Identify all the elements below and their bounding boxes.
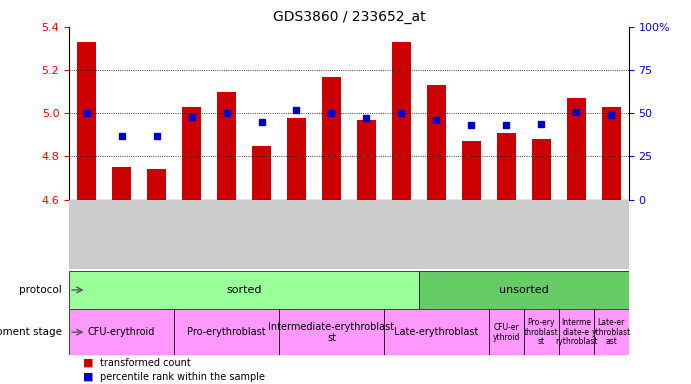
Bar [322, 76, 341, 200]
Bar [489, 309, 524, 355]
Bar [174, 309, 279, 355]
Bar [77, 42, 96, 200]
Bar [69, 309, 174, 355]
Bar [217, 92, 236, 200]
Text: percentile rank within the sample: percentile rank within the sample [100, 372, 265, 382]
Text: Late-er
ythroblast
ast: Late-er ythroblast ast [591, 318, 631, 346]
Bar [69, 271, 419, 309]
Bar [419, 271, 629, 309]
Text: Pro-ery
throblast
st: Pro-ery throblast st [524, 318, 559, 346]
Text: sorted: sorted [226, 285, 262, 295]
Text: CFU-erythroid: CFU-erythroid [88, 327, 155, 337]
Text: unsorted: unsorted [499, 285, 549, 295]
Bar [392, 42, 411, 200]
Bar [252, 146, 271, 200]
Text: Intermediate-erythroblast
st: Intermediate-erythroblast st [268, 322, 395, 343]
Text: protocol: protocol [19, 285, 62, 295]
Bar [384, 309, 489, 355]
Text: Late-erythroblast: Late-erythroblast [395, 327, 479, 337]
Bar [567, 98, 586, 200]
Bar [532, 139, 551, 200]
Text: ■: ■ [83, 372, 93, 382]
Bar [147, 169, 166, 200]
Bar [427, 85, 446, 200]
Bar [524, 309, 559, 355]
Bar [357, 120, 376, 200]
Bar [182, 107, 201, 200]
Title: GDS3860 / 233652_at: GDS3860 / 233652_at [273, 10, 425, 25]
Text: CFU-er
ythroid: CFU-er ythroid [493, 323, 520, 341]
Text: ■: ■ [83, 358, 93, 368]
Bar [559, 309, 594, 355]
Bar [112, 167, 131, 200]
Bar [602, 107, 621, 200]
Bar [287, 118, 306, 200]
Text: Pro-erythroblast: Pro-erythroblast [187, 327, 266, 337]
Text: Interme
diate-e
rythroblast: Interme diate-e rythroblast [555, 318, 598, 346]
Text: transformed count: transformed count [100, 358, 191, 368]
Bar [462, 141, 481, 200]
Bar [497, 133, 516, 200]
Bar [594, 309, 629, 355]
Bar [279, 309, 384, 355]
Text: development stage: development stage [0, 327, 62, 337]
